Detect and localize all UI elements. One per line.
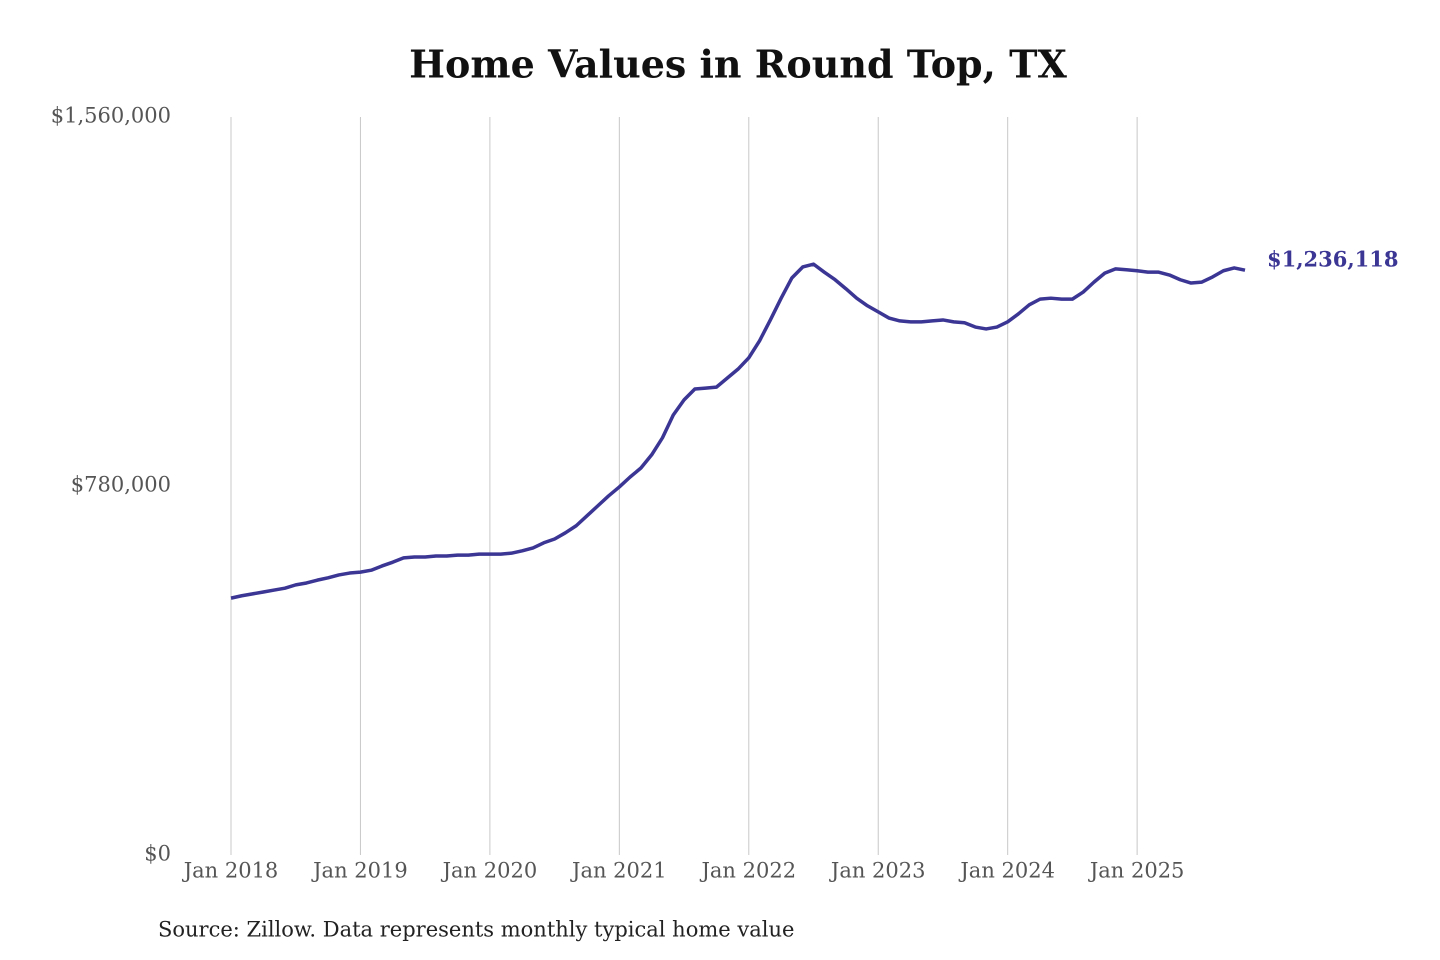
- source-note: Source: Zillow. Data represents monthly …: [158, 918, 794, 942]
- x-tick-label: Jan 2023: [829, 859, 926, 883]
- value-label: $1,236,118: [1267, 247, 1399, 272]
- y-tick-label: $0: [144, 842, 171, 866]
- x-tick-label: Jan 2024: [958, 859, 1055, 883]
- y-tick-label: $1,560,000: [51, 104, 171, 128]
- x-tick-label: Jan 2025: [1088, 859, 1185, 883]
- data-line: [230, 262, 1246, 600]
- x-tick-label: Jan 2020: [441, 859, 538, 883]
- y-tick-label: $780,000: [71, 473, 171, 497]
- x-tick-label: Jan 2019: [311, 859, 408, 883]
- x-tick-label: Jan 2018: [182, 859, 279, 883]
- x-tick-label: Jan 2022: [699, 859, 796, 883]
- chart-title: Home Values in Round Top, TX: [409, 42, 1067, 87]
- x-tick-label: Jan 2021: [570, 859, 667, 883]
